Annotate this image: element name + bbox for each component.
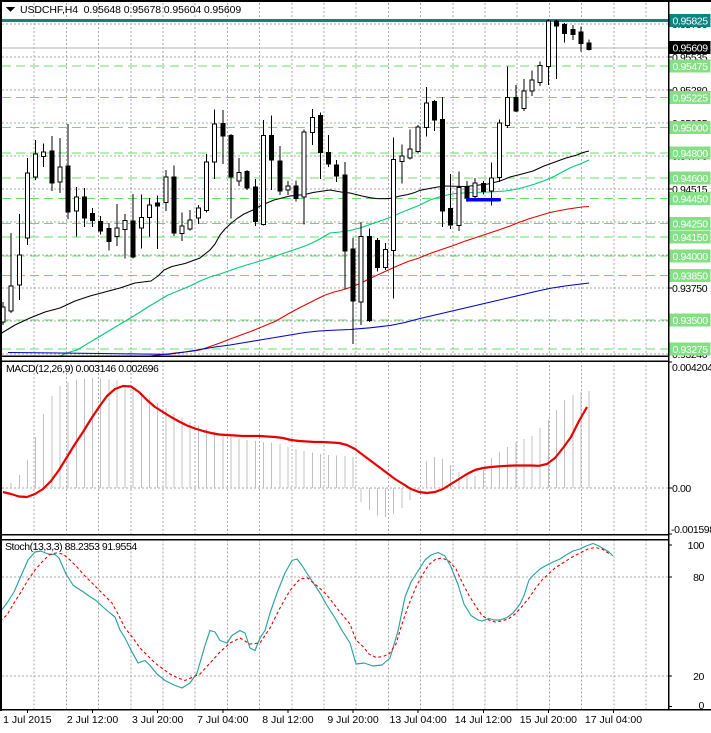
svg-text:0.94250: 0.94250: [673, 219, 709, 231]
svg-text:9 Jul 20:00: 9 Jul 20:00: [327, 714, 379, 726]
svg-text:0.93850: 0.93850: [673, 271, 709, 283]
svg-text:0: 0: [699, 700, 705, 712]
svg-text:80: 80: [693, 572, 704, 584]
svg-text:0.94600: 0.94600: [673, 173, 709, 185]
svg-text:0.93500: 0.93500: [673, 315, 709, 327]
svg-text:0.00: 0.00: [672, 483, 691, 495]
svg-text:15 Jul 20:00: 15 Jul 20:00: [520, 714, 577, 726]
svg-text:0.94450: 0.94450: [673, 194, 709, 206]
svg-text:13 Jul 04:00: 13 Jul 04:00: [389, 714, 446, 726]
svg-text:0.95609: 0.95609: [673, 43, 709, 55]
svg-text:20: 20: [693, 671, 704, 683]
svg-text:0.95225: 0.95225: [673, 93, 709, 105]
svg-text:-0.001598: -0.001598: [671, 524, 711, 536]
svg-text:17 Jul 04:00: 17 Jul 04:00: [585, 714, 642, 726]
svg-text:100: 100: [688, 540, 705, 552]
svg-text:0.93750: 0.93750: [672, 283, 708, 295]
svg-text:0.95475: 0.95475: [673, 61, 709, 73]
svg-text:Stoch(13,3,3) 88.2353 91.9554: Stoch(13,3,3) 88.2353 91.9554: [5, 541, 137, 553]
svg-text:USDCHF,H4 0.95648 0.95678 0.9: USDCHF,H4 0.95648 0.95678 0.95604 0.9560…: [20, 4, 241, 16]
svg-text:7 Jul 04:00: 7 Jul 04:00: [197, 714, 249, 726]
svg-text:14 Jul 12:00: 14 Jul 12:00: [455, 714, 512, 726]
svg-text:0.94150: 0.94150: [673, 232, 709, 244]
svg-text:2 Jul 12:00: 2 Jul 12:00: [67, 714, 119, 726]
svg-text:MACD(12,26,9) 0.003146 0.00269: MACD(12,26,9) 0.003146 0.002696: [6, 363, 159, 375]
svg-text:0.94800: 0.94800: [673, 148, 709, 160]
svg-text:1 Jul 2015: 1 Jul 2015: [3, 714, 52, 726]
svg-text:0.93275: 0.93275: [673, 344, 709, 356]
svg-text:8 Jul 12:00: 8 Jul 12:00: [262, 714, 314, 726]
svg-text:3 Jul 20:00: 3 Jul 20:00: [132, 714, 184, 726]
svg-text:0.004204: 0.004204: [672, 362, 711, 374]
svg-text:0.94000: 0.94000: [673, 251, 709, 263]
svg-text:0.95000: 0.95000: [673, 123, 709, 135]
svg-text:0.95825: 0.95825: [673, 16, 709, 28]
